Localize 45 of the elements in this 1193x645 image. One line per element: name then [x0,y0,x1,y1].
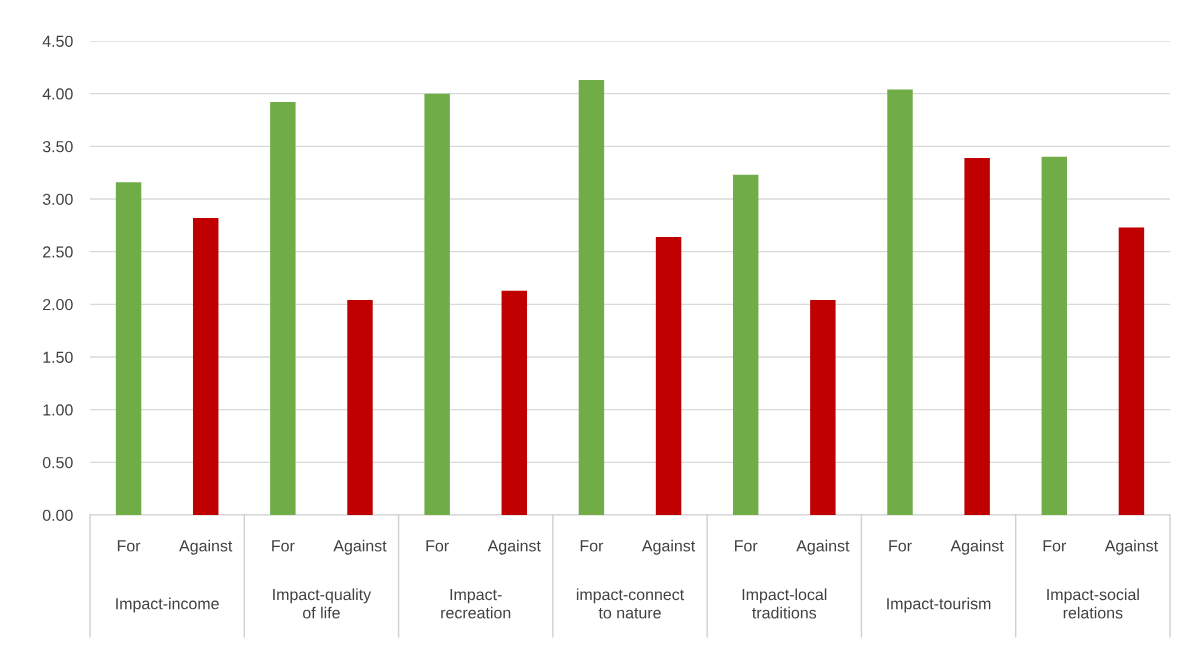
x-tick-label: Impact-local traditions [742,588,827,619]
text: Against [796,539,850,555]
bar [964,157,990,515]
x-tick-label: Impact-quality of life [273,588,372,619]
y-tick-label: 0.00 [42,509,73,521]
text: For [1043,540,1066,552]
text: Against [487,539,541,555]
bar [732,174,759,515]
bar [578,79,605,515]
bar [1118,227,1145,515]
text: For [889,540,912,552]
bar [115,182,142,515]
y-tick-label: 0.50 [42,456,73,469]
bar [501,290,528,515]
bar [655,236,682,515]
text: Against [641,539,696,555]
bar [424,93,450,515]
x-tick-label: Impact-tourism [887,597,991,613]
text: Against [179,539,233,555]
y-tick-label: 1.50 [43,351,73,363]
bar [270,102,296,515]
x-tick-label: impact-connect to nature [576,588,685,619]
bar [1041,156,1068,515]
y-tick-label: 1.00 [43,404,73,416]
text: Against [1104,539,1158,555]
bar [192,217,219,515]
bar [347,300,373,515]
y-tick-label: 3.00 [42,193,73,205]
text: Against [950,539,1004,555]
text: For [580,540,604,552]
y-tick-label: 4.00 [42,88,73,100]
bar [887,89,913,515]
text: For [272,540,295,552]
series-label: For [117,540,141,552]
y-tick-label: 2.50 [43,246,73,258]
x-tick-label: Impact-social relations [1047,588,1139,619]
series-label: Against [333,539,387,555]
y-tick-label: 2.00 [43,298,73,311]
y-tick-label: 4.50 [42,35,73,47]
x-tick-label: Impact-income [116,597,219,613]
x-tick-label: Impact- recreation [441,589,511,619]
bar [810,300,836,515]
text: For [426,540,449,552]
y-tick-label: 3.50 [42,140,73,153]
text: For [735,540,758,552]
